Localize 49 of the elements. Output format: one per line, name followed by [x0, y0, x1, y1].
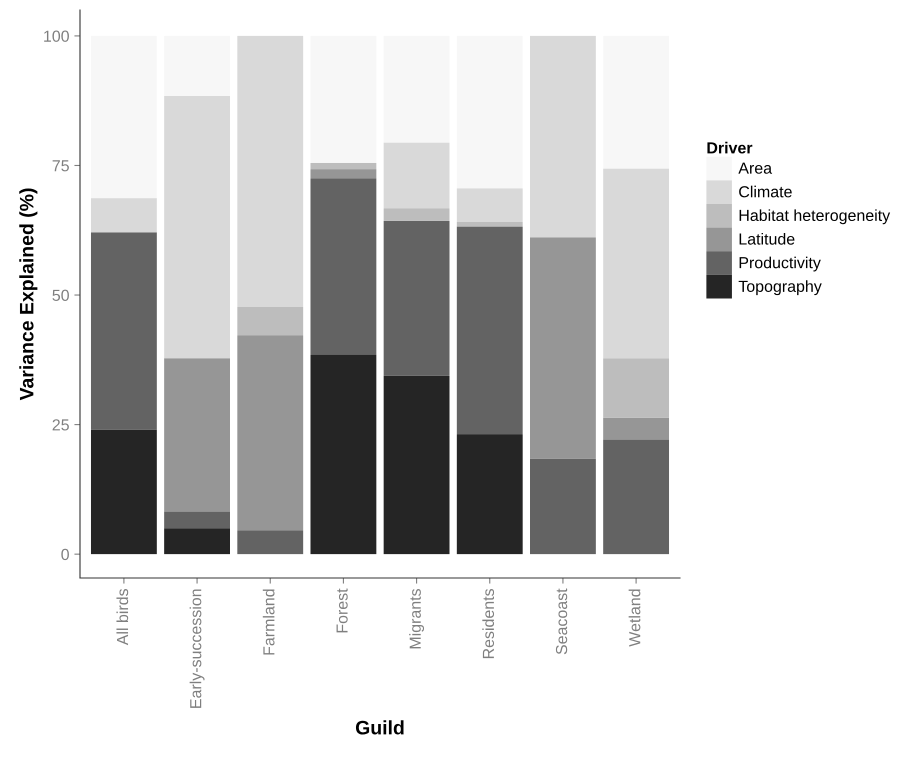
x-axis-title: Guild — [356, 720, 404, 735]
y-tick-label: 75 — [52, 160, 69, 172]
x-tick-label: All birds — [116, 588, 128, 646]
legend-label: Habitat heterogeneity — [740, 209, 890, 224]
bar — [384, 220, 450, 376]
bar — [456, 188, 523, 222]
bar — [90, 430, 157, 554]
y-tick-label: 50 — [52, 290, 69, 301]
bar — [456, 222, 523, 227]
bar — [310, 178, 376, 355]
bar — [603, 440, 670, 554]
x-tick-label: Early-succession — [190, 589, 205, 708]
y-tick-label: 0 — [61, 548, 69, 560]
bar — [310, 354, 376, 554]
bar — [384, 208, 450, 221]
y-tick-label: 25 — [52, 419, 69, 431]
legend-title: Driver — [707, 142, 752, 154]
x-tick-label: Farmland — [262, 589, 275, 655]
bar — [384, 376, 450, 554]
bar — [237, 530, 304, 554]
bar — [310, 162, 376, 170]
bar — [530, 458, 596, 554]
legend-label: Area — [738, 162, 772, 174]
x-tick-label: Wetland — [628, 589, 640, 647]
bar — [90, 198, 157, 232]
bar — [164, 528, 230, 554]
bar — [90, 232, 157, 430]
bar — [164, 358, 230, 512]
bar — [456, 434, 523, 554]
bar — [310, 169, 376, 178]
bar — [603, 358, 670, 418]
x-tick-label: Residents — [482, 588, 494, 658]
y-axis-title: Variance Explained (%) — [19, 188, 38, 400]
bar — [530, 238, 596, 459]
y-tick-label: 100 — [44, 30, 69, 42]
x-tick-label: Migrants — [409, 588, 424, 648]
x-tick-label: Seacoast — [556, 588, 568, 654]
x-tick-label: Forest — [336, 588, 348, 632]
bar — [237, 306, 304, 336]
bar — [530, 36, 596, 238]
legend-label: Latitude — [740, 232, 794, 245]
bar — [237, 36, 304, 307]
bar — [456, 226, 523, 434]
legend-label: Productivity — [740, 256, 821, 272]
bar — [164, 512, 230, 528]
legend-label: Topography — [738, 280, 822, 296]
bar — [603, 418, 670, 440]
legend-label: Climate — [739, 186, 792, 198]
bar — [237, 335, 304, 530]
